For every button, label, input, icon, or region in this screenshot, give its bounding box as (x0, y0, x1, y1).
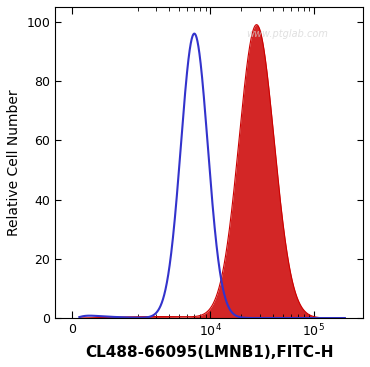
Y-axis label: Relative Cell Number: Relative Cell Number (7, 89, 21, 236)
Text: www.ptglab.com: www.ptglab.com (246, 29, 328, 39)
X-axis label: CL488-66095(LMNB1),FITC-H: CL488-66095(LMNB1),FITC-H (85, 345, 333, 360)
